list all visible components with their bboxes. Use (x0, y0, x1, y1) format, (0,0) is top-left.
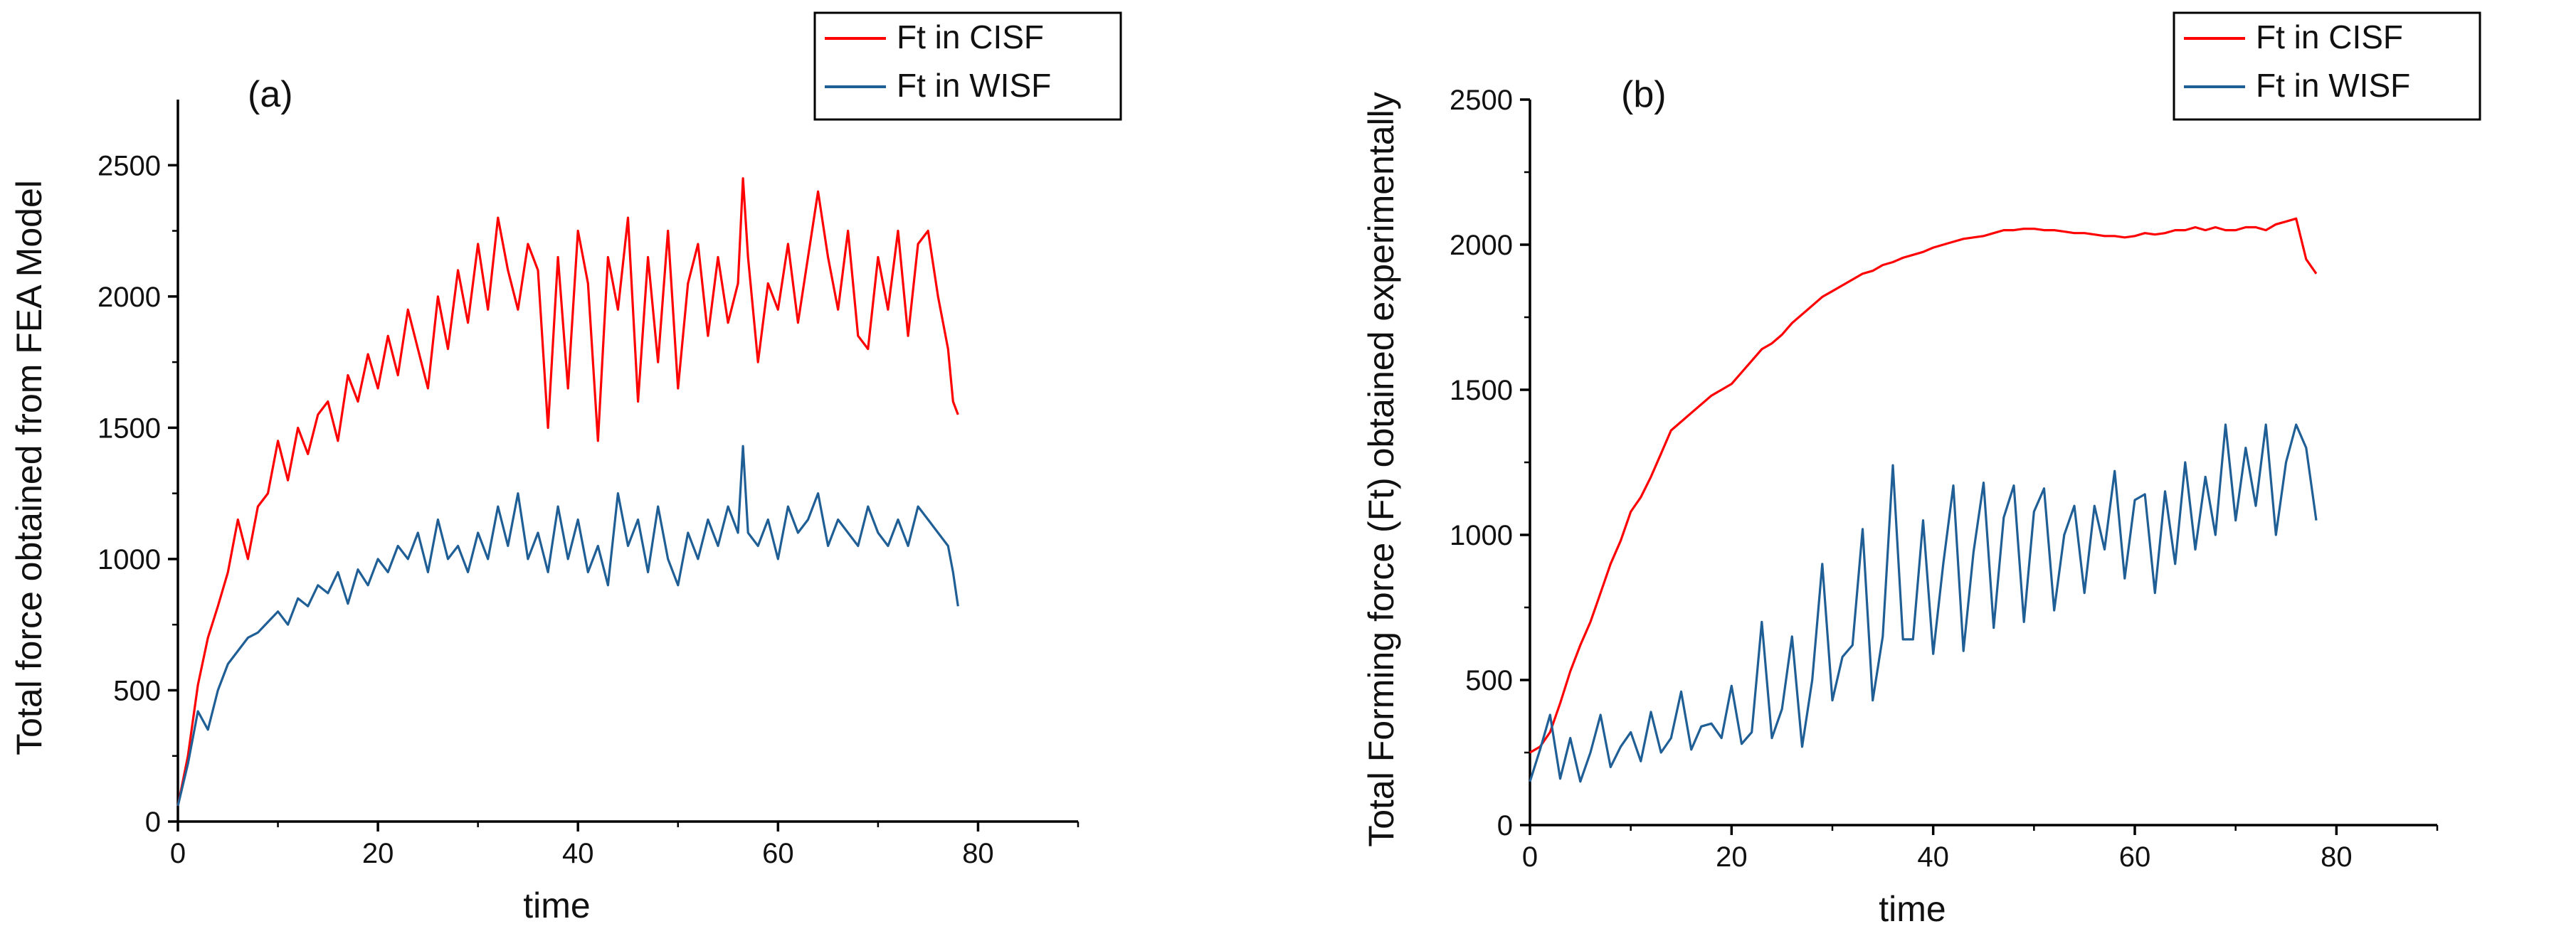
legend-label: Ft in CISF (2256, 18, 2403, 55)
y-tick-label: 1500 (1450, 375, 1513, 406)
panel-a: 0 500 1000 1500 2000 2500 0 20 40 60 80 time Total f… (9, 13, 1121, 925)
series-line-cisf (1530, 218, 2316, 753)
panel-label: (a) (248, 74, 293, 115)
series-line-cisf (178, 179, 958, 806)
y-tick-label: 0 (1497, 810, 1513, 841)
x-axis-title: time (523, 886, 590, 925)
y-tick-label: 1000 (97, 544, 161, 575)
series-line-wisf (1530, 425, 2316, 782)
y-tick-label: 1000 (1450, 520, 1513, 551)
y-tick-label: 2500 (97, 150, 161, 181)
y-tick-label: 0 (145, 807, 161, 838)
y-tick-label: 2000 (97, 282, 161, 313)
panel-label: (b) (1621, 74, 1667, 115)
x-tick-label: 40 (562, 838, 594, 869)
x-tick-label: 60 (2119, 841, 2151, 873)
chart-figure: 0 500 1000 1500 2000 2500 0 20 40 60 80 time Total f… (0, 0, 2576, 947)
x-tick-label: 0 (1522, 841, 1538, 873)
y-tick-label: 2500 (1450, 85, 1513, 116)
x-tick-label: 0 (170, 838, 186, 869)
y-axis-title: Total Forming force (Ft) obtained experi… (1361, 92, 1401, 847)
y-axis-title: Total force obtained from FEA Model (9, 180, 49, 755)
x-tick-label: 80 (2321, 841, 2353, 873)
x-tick-label: 40 (1917, 841, 1949, 873)
y-tick-label: 500 (1465, 665, 1513, 696)
x-axis-title: time (1879, 889, 1946, 929)
y-tick-label: 2000 (1450, 230, 1513, 261)
y-tick-label: 1500 (97, 413, 161, 444)
panel-b: 0 500 1000 1500 2000 2500 0 20 40 60 80 time Total F… (1361, 13, 2480, 929)
legend-label: Ft in WISF (2256, 67, 2410, 104)
series-line-wisf (178, 446, 958, 806)
y-tick-label: 500 (113, 675, 161, 706)
figure-svg: 050010001500200025000 20 40 60 80timeTotal f… (0, 0, 2576, 947)
legend-label: Ft in WISF (897, 67, 1051, 104)
x-tick-label: 80 (962, 838, 994, 869)
legend-label: Ft in CISF (897, 18, 1044, 55)
x-tick-label: 20 (1716, 841, 1748, 873)
x-tick-label: 60 (762, 838, 794, 869)
x-tick-label: 20 (362, 838, 394, 869)
